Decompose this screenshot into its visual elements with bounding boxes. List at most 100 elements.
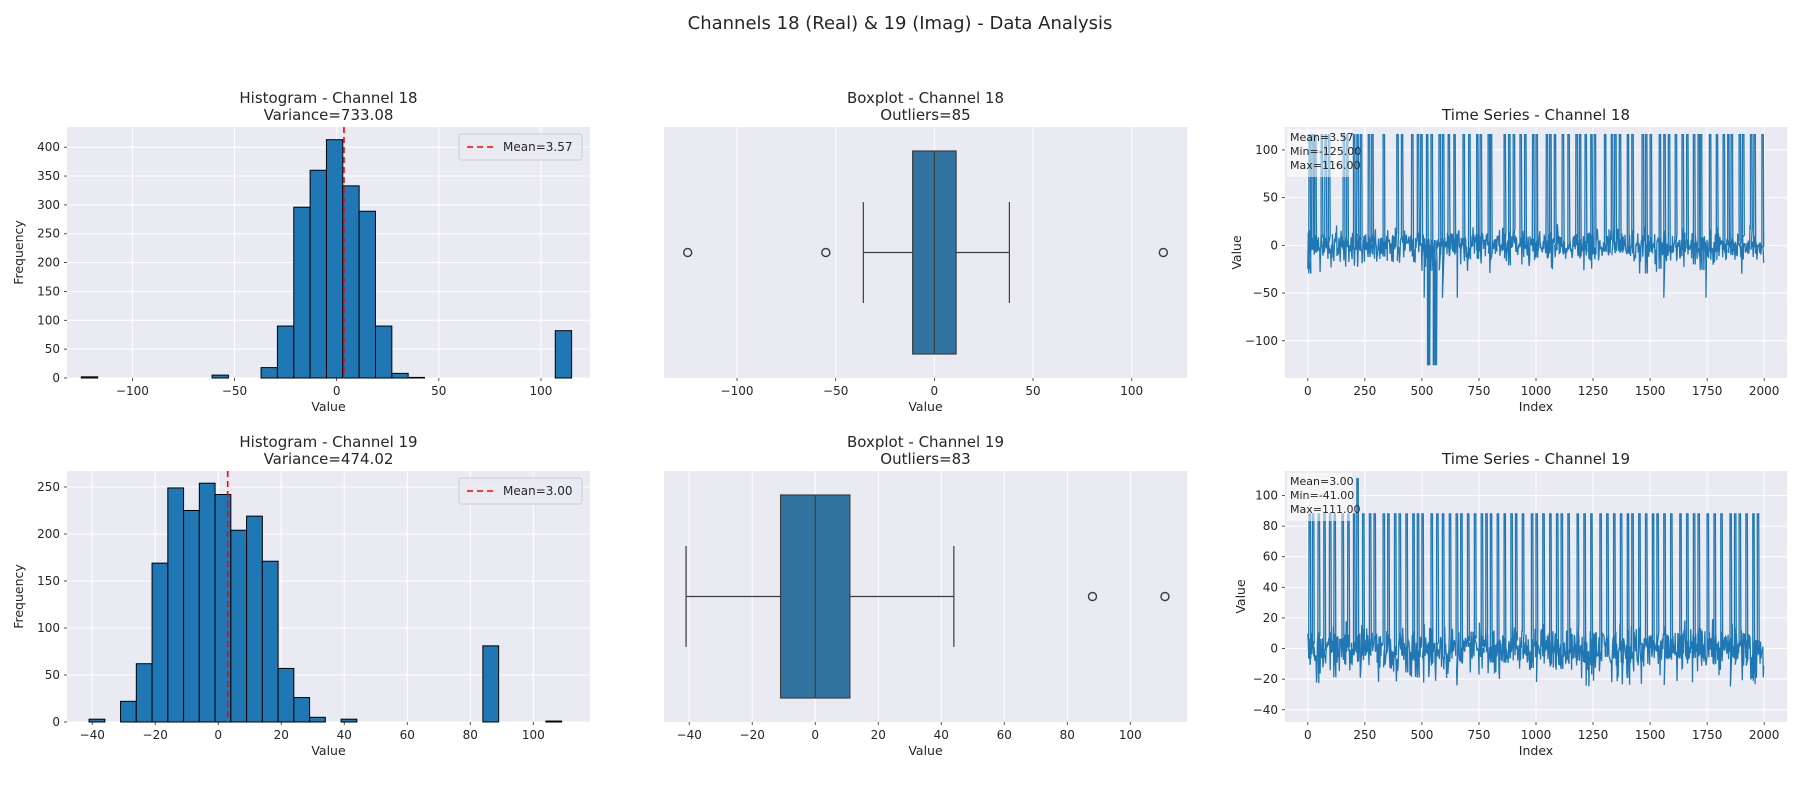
x-tick-label: 750 [1468,384,1491,398]
legend: Mean=3.00 [458,477,583,505]
x-tick-label: 750 [1468,728,1491,742]
series-line [1307,478,1765,687]
stats-mean: Mean=3.57 [1290,131,1354,144]
y-tick-label: 100 [37,313,60,327]
subplot-title: Time Series - Channel 18 [1441,106,1630,124]
histogram-bar [246,515,263,723]
y-tick-label: 250 [37,480,60,494]
histogram-bar [325,139,344,379]
y-tick-label: 20 [1263,611,1278,625]
histogram-bar [277,667,295,723]
x-tick-label: 0 [214,728,222,742]
x-tick-label: 1500 [1635,728,1666,742]
hist19-subplot: −40 −20 0 20 40 60 80 100 0 50 100 150 200 250 Histogr… [11,433,590,758]
x-tick-label: 40 [337,728,352,742]
x-tick-label: 60 [400,728,415,742]
histogram-bar [261,560,279,723]
y-tick-label: 350 [37,169,60,183]
x-tick-label: 50 [1025,384,1040,398]
histogram-bar [309,169,327,379]
legend-label: Mean=3.57 [503,140,572,154]
stats-max: Max=111.00 [1290,503,1360,516]
x-tick-label: 1250 [1578,728,1609,742]
x-axis-label: Value [311,399,346,414]
legend-label: Mean=3.00 [503,484,572,498]
legend-box [458,477,583,505]
boxplot [685,494,1170,699]
y-axis-label: Frequency [11,564,26,629]
x-tick-label: 1500 [1635,384,1666,398]
subplot-subtitle: Variance=733.08 [264,106,394,124]
x-tick-label: 20 [871,728,886,742]
y-tick-label: 80 [1263,519,1278,533]
x-tick-label: 0 [1304,728,1312,742]
ts19-subplot: 0 250 500 750 1000 1250 1500 1750 2000 −40 −20 0 20 4… [1233,450,1787,758]
y-tick-label: −20 [1253,672,1278,686]
stats-mean: Mean=3.00 [1290,475,1354,488]
x-tick-label: 250 [1353,728,1376,742]
x-tick-label: 80 [463,728,478,742]
subplot-title: Histogram - Channel 19 [239,433,417,451]
y-tick-label: 0 [52,371,60,385]
histogram-bar [211,374,229,379]
x-tick-label: 0 [811,728,819,742]
outlier-point [1160,591,1170,602]
histogram-bar [183,509,200,723]
y-tick-label: 0 [1270,642,1278,656]
x-tick-label: 20 [274,728,289,742]
x-tick-label: 1750 [1692,384,1723,398]
subplot-title: Histogram - Channel 18 [239,89,417,107]
histogram-bar [340,718,358,723]
subplot-subtitle: Outliers=85 [880,106,970,124]
histogram-bar [309,716,326,723]
y-tick-label: −40 [1253,703,1278,717]
hist18-subplot: −100 −50 0 50 100 0 50 100 150 200 250 300 350 400 His… [11,89,590,414]
histogram-bar [88,718,106,723]
bars [80,139,573,379]
series-line [1307,133,1765,366]
histogram-bar [482,645,500,723]
histogram-bar [554,330,573,379]
x-tick-label: −100 [116,384,149,398]
x-tick-label: 80 [1060,728,1075,742]
stats-min: Min=-125.00 [1290,145,1361,158]
box19-subplot: −40 −20 0 20 40 60 80 100 Boxplot - Channel 19Ou… [664,433,1187,758]
figure-title: Channels 18 (Real) & 19 (Imag) - Data An… [688,13,1113,34]
y-axis-label: Frequency [11,220,26,285]
x-tick-label: −50 [222,384,247,398]
x-tick-label: 0 [1304,384,1312,398]
y-tick-label: 200 [37,256,60,270]
subplot-title: Boxplot - Channel 19 [847,433,1004,451]
x-tick-label: 500 [1410,384,1433,398]
subplot-subtitle: Outliers=83 [880,450,970,468]
x-tick-label: 100 [530,384,553,398]
stats-max: Max=116.00 [1290,159,1360,172]
histogram-bar [293,206,311,379]
histogram-bar [135,663,153,723]
x-tick-label: 2000 [1749,728,1780,742]
histogram-bar [80,376,99,379]
y-tick-label: 150 [37,284,60,298]
x-tick-label: 40 [934,728,949,742]
y-tick-label: 300 [37,198,60,212]
histogram-bar [374,325,393,379]
y-tick-label: 50 [1263,191,1278,205]
histogram-bar [407,376,426,379]
histogram-bar [545,720,563,723]
x-tick-label: 100 [1119,728,1142,742]
x-tick-label: 250 [1353,384,1376,398]
y-tick-label: −50 [1253,286,1278,300]
y-tick-label: 50 [45,668,60,682]
x-tick-label: −100 [721,384,754,398]
y-tick-label: 60 [1263,550,1278,564]
histogram-bar [230,529,248,723]
legend-box [458,133,583,161]
histogram-bar [214,494,232,723]
boxplot [682,150,1169,355]
x-tick-label: 100 [1120,384,1143,398]
x-tick-label: −50 [823,384,848,398]
histogram-bar [120,700,137,723]
x-axis-label: Index [1519,399,1553,414]
y-tick-label: −100 [1245,334,1278,348]
